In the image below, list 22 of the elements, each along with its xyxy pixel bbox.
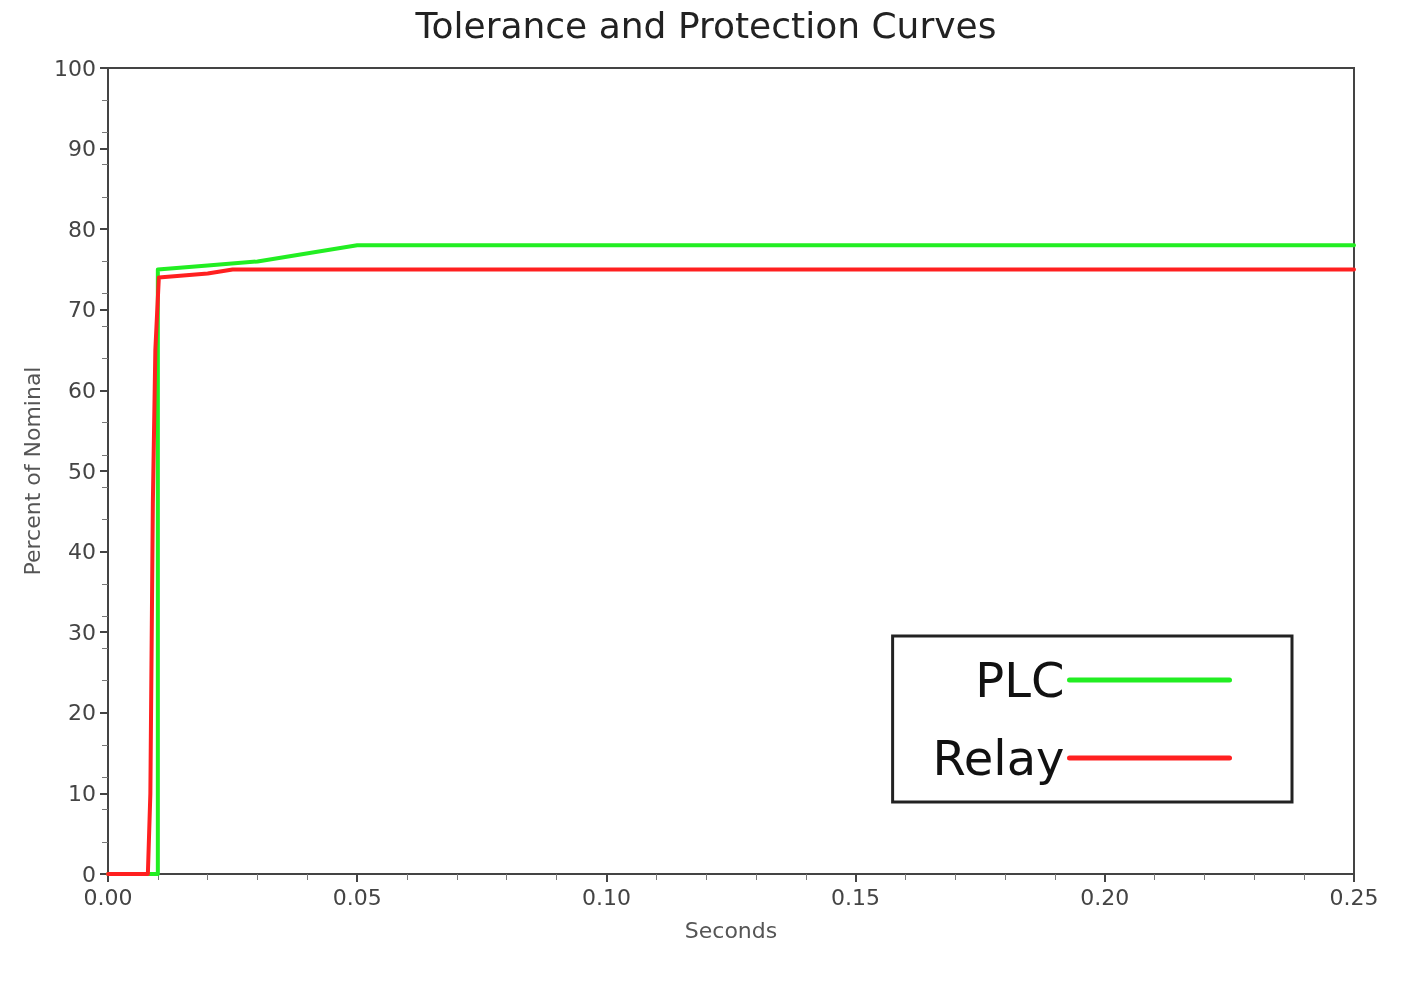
y-tick-label: 30 [68, 619, 96, 645]
y-tick-label: 100 [54, 55, 96, 81]
y-tick-label: 20 [68, 700, 96, 726]
y-tick-label: 40 [68, 539, 96, 565]
legend-label: Relay [932, 730, 1065, 786]
x-tick-label: 0.00 [83, 884, 133, 910]
y-tick-label: 0 [82, 861, 96, 887]
y-tick-label: 10 [68, 780, 96, 806]
x-tick-label: 0.25 [1329, 884, 1379, 910]
y-axis-title: Percent of Nominal [19, 366, 45, 576]
x-axis-title: Seconds [684, 917, 778, 943]
y-tick-label: 50 [68, 458, 96, 484]
y-tick-label: 70 [68, 297, 96, 323]
x-tick-label: 0.10 [581, 884, 631, 910]
chart-title: Tolerance and Protection Curves [414, 4, 997, 46]
y-tick-label: 60 [68, 377, 96, 403]
y-tick-label: 90 [68, 136, 96, 162]
x-tick-label: 0.05 [332, 884, 382, 910]
x-tick-label: 0.20 [1080, 884, 1130, 910]
y-tick-label: 80 [68, 216, 96, 242]
x-tick-label: 0.15 [831, 884, 881, 910]
legend-label: PLC [975, 652, 1065, 708]
